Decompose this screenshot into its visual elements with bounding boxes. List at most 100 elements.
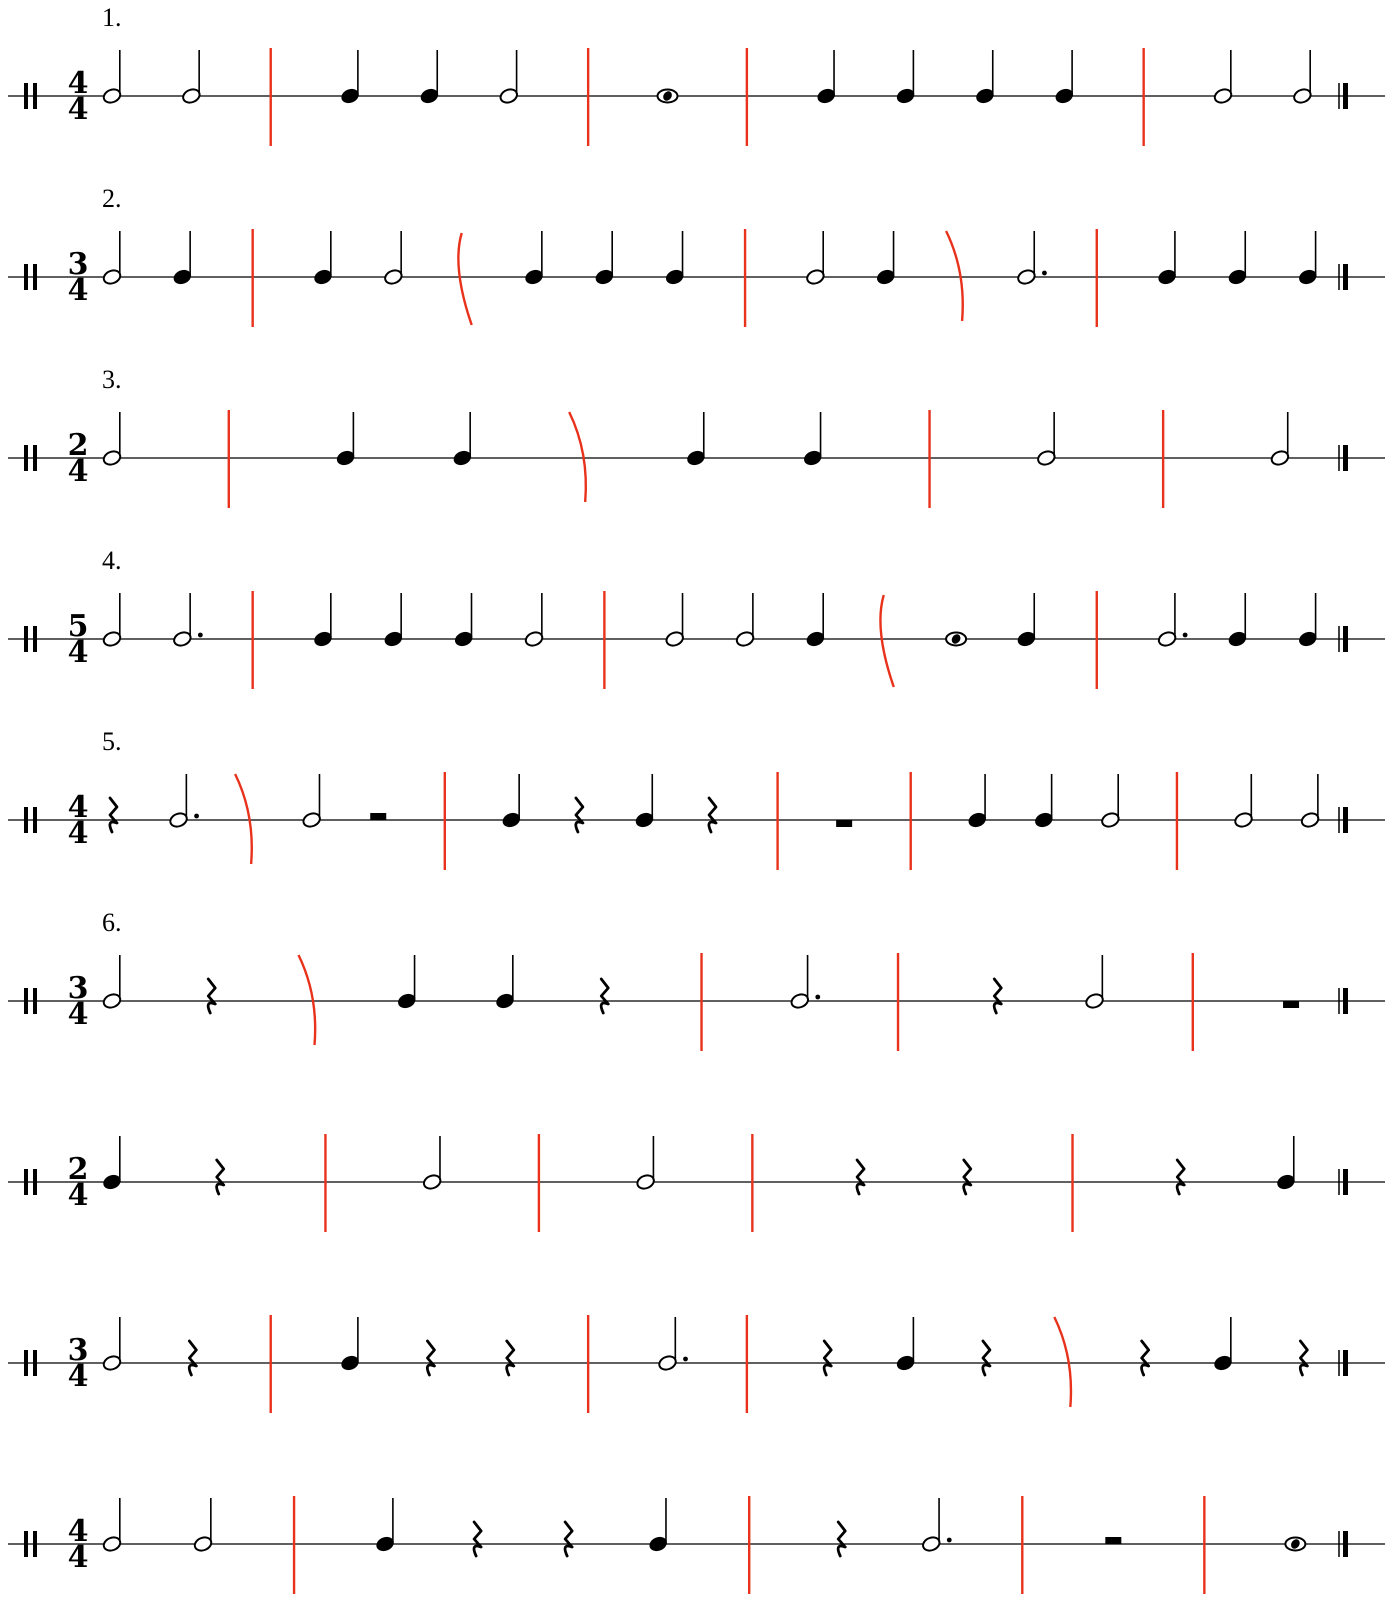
note xyxy=(453,412,472,466)
note xyxy=(1300,774,1320,828)
time-signature-bottom: 4 xyxy=(68,1540,89,1575)
rest xyxy=(215,1158,226,1196)
note xyxy=(1213,50,1233,104)
note xyxy=(635,774,654,828)
note xyxy=(976,50,994,104)
note xyxy=(1017,231,1047,285)
note xyxy=(1085,955,1104,1009)
note xyxy=(806,593,825,647)
time-signature-bottom: 4 xyxy=(68,1178,89,1213)
rest xyxy=(1283,1001,1300,1008)
note xyxy=(1055,50,1074,104)
rest xyxy=(370,813,387,820)
exercise-number: 3. xyxy=(102,365,122,394)
start-barline xyxy=(24,264,28,290)
rest xyxy=(108,796,119,834)
note xyxy=(314,231,332,285)
note xyxy=(341,1317,359,1371)
time-signature-top: 4 xyxy=(68,1514,89,1549)
note xyxy=(525,231,543,285)
time-signature-top: 3 xyxy=(68,971,89,1006)
note xyxy=(595,231,614,285)
note xyxy=(454,593,473,647)
start-barline xyxy=(24,1169,28,1195)
note xyxy=(1228,231,1247,285)
exercise-number: 2. xyxy=(102,184,122,213)
rest xyxy=(505,1339,516,1377)
note xyxy=(804,412,822,466)
rest xyxy=(425,1339,436,1377)
note xyxy=(314,593,332,647)
note xyxy=(502,774,521,828)
time-signature-bottom: 4 xyxy=(68,816,89,851)
note xyxy=(1101,774,1120,828)
red-barline xyxy=(945,230,964,322)
rest xyxy=(1105,1537,1122,1544)
time-signature-bottom: 4 xyxy=(68,1359,89,1394)
note xyxy=(1293,50,1312,104)
exercise-number: 4. xyxy=(102,546,122,575)
time-signature-bottom: 4 xyxy=(68,273,89,308)
note xyxy=(1299,593,1317,647)
note xyxy=(1228,593,1247,647)
start-barline xyxy=(24,445,28,471)
note xyxy=(341,50,359,104)
exercise-number: 6. xyxy=(102,908,122,937)
note xyxy=(656,88,679,104)
note xyxy=(1277,1136,1295,1190)
rest xyxy=(1140,1339,1151,1377)
note xyxy=(877,231,895,285)
note xyxy=(384,231,403,285)
start-barline xyxy=(24,1531,28,1557)
start-barline xyxy=(24,83,28,109)
note xyxy=(302,774,321,828)
note xyxy=(102,1498,122,1552)
note xyxy=(1158,231,1176,285)
rest xyxy=(206,977,217,1015)
red-barline xyxy=(1053,1316,1073,1408)
note xyxy=(1234,774,1253,828)
start-barline xyxy=(24,626,28,652)
note xyxy=(735,593,755,647)
time-signature-top: 2 xyxy=(68,1152,89,1187)
rest xyxy=(574,796,585,834)
note xyxy=(173,593,203,647)
exercise: 34 xyxy=(8,1315,1385,1413)
rest xyxy=(472,1520,483,1558)
note xyxy=(790,955,821,1009)
note xyxy=(193,1498,213,1552)
rest xyxy=(1175,1158,1186,1196)
start-barline xyxy=(24,807,28,833)
time-signature-top: 2 xyxy=(68,428,89,463)
note xyxy=(102,231,122,285)
time-signature-bottom: 4 xyxy=(68,997,89,1032)
note xyxy=(103,1136,121,1190)
rest xyxy=(707,796,718,834)
note xyxy=(968,774,986,828)
rest xyxy=(822,1339,833,1377)
red-barline xyxy=(568,411,588,503)
note xyxy=(896,50,915,104)
note xyxy=(524,593,544,647)
time-signature-top: 4 xyxy=(68,66,89,101)
time-signature-top: 3 xyxy=(68,247,89,282)
note xyxy=(922,1498,952,1552)
note xyxy=(398,955,416,1009)
note xyxy=(1270,412,1290,466)
start-barline xyxy=(24,1350,28,1376)
note xyxy=(665,593,684,647)
note xyxy=(102,50,122,104)
note xyxy=(182,50,201,104)
time-signature-top: 4 xyxy=(68,790,89,825)
rest xyxy=(981,1339,992,1377)
note xyxy=(806,231,825,285)
note xyxy=(420,50,439,104)
time-signature-bottom: 4 xyxy=(68,635,89,670)
note xyxy=(336,412,355,466)
start-barline xyxy=(24,988,28,1014)
red-barline xyxy=(234,773,253,865)
note xyxy=(1284,1536,1307,1552)
exercise-number: 1. xyxy=(102,3,122,32)
exercise: 24 xyxy=(8,1134,1385,1232)
note xyxy=(687,412,705,466)
